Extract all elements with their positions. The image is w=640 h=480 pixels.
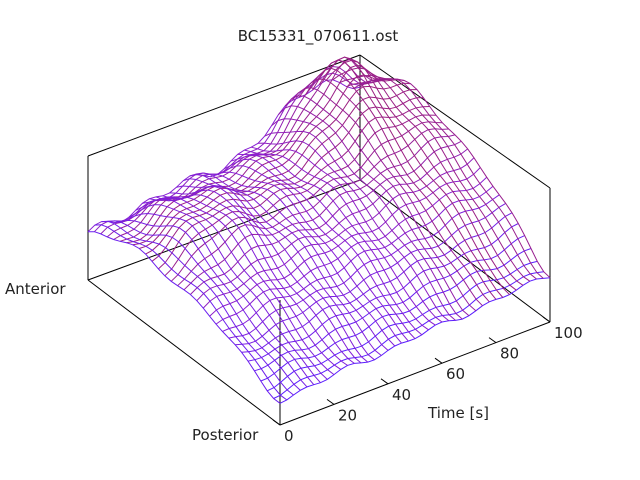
- mesh-line-time: [318, 56, 510, 295]
- mesh-line-time: [135, 198, 328, 380]
- mesh-line-time: [169, 185, 362, 364]
- x-tick-label: 60: [446, 365, 465, 383]
- mesh-line-time: [311, 59, 504, 298]
- mesh-line-time: [183, 178, 375, 361]
- x-tick-mark: [326, 398, 335, 405]
- mesh-line-time: [94, 224, 288, 401]
- mesh-line-time: [121, 212, 315, 386]
- mesh-line-time: [155, 194, 348, 366]
- plot-box: [87, 54, 551, 426]
- mesh-line-time: [244, 149, 436, 326]
- mesh-line-time: [176, 185, 369, 363]
- mesh-line-time: [101, 220, 294, 396]
- mesh-line-time: [88, 231, 281, 404]
- mesh-line-time: [189, 173, 382, 356]
- mesh-line-time: [108, 220, 301, 391]
- mesh-line-time: [128, 204, 321, 384]
- x-tick-label: 40: [392, 386, 411, 404]
- surface-mesh: [87, 56, 551, 404]
- x-tick-label: 0: [284, 427, 294, 445]
- mesh-line-time: [346, 77, 537, 280]
- mesh-line-time: [359, 78, 551, 279]
- x-tick-mark: [542, 316, 551, 323]
- mesh-line-time: [332, 67, 524, 286]
- mesh-line-time: [142, 196, 335, 375]
- mesh-line-depth: [241, 212, 513, 353]
- mesh-line-depth: [273, 271, 544, 399]
- mesh-line-time: [223, 158, 416, 340]
- x-tick-mark: [272, 419, 281, 426]
- x-tick-label: 100: [554, 324, 583, 342]
- y-axis-label-front: Posterior: [192, 426, 259, 444]
- x-axis-label: Time [s]: [427, 404, 489, 422]
- mesh-line-time: [305, 67, 497, 300]
- x-tick-mark: [488, 337, 497, 344]
- mesh-line-time: [278, 105, 470, 317]
- mesh-line-time: [264, 130, 456, 321]
- mesh-line-time: [257, 140, 450, 322]
- y-axis-label-back: Anterior: [5, 280, 66, 298]
- mesh-line-time: [237, 153, 429, 331]
- x-tick-mark: [380, 378, 389, 385]
- x-axis-ticks: 0 20 40 60 80 100: [272, 316, 583, 445]
- mesh-line-time: [251, 146, 443, 323]
- mesh-line-time: [162, 189, 355, 364]
- mesh-line-time: [298, 78, 490, 303]
- mesh-line-depth: [247, 223, 519, 362]
- mesh-line-time: [284, 95, 477, 312]
- mesh-line-time: [149, 196, 342, 370]
- mesh-line-time: [196, 172, 389, 351]
- mesh-line-time: [291, 87, 483, 307]
- mesh-line-time: [115, 219, 308, 388]
- mesh-line-time: [203, 173, 396, 347]
- mesh-line-time: [230, 154, 423, 336]
- mesh-line-time: [271, 118, 463, 320]
- x-tick-label: 20: [338, 406, 357, 424]
- mesh-line-time: [339, 74, 531, 282]
- x-tick-label: 80: [500, 345, 519, 363]
- x-tick-mark: [434, 357, 443, 364]
- mesh-line-time: [216, 165, 409, 342]
- mesh-line-time: [325, 59, 517, 291]
- chart-title: BC15331_070611.ost: [238, 27, 399, 46]
- mesh-line-time: [210, 171, 402, 344]
